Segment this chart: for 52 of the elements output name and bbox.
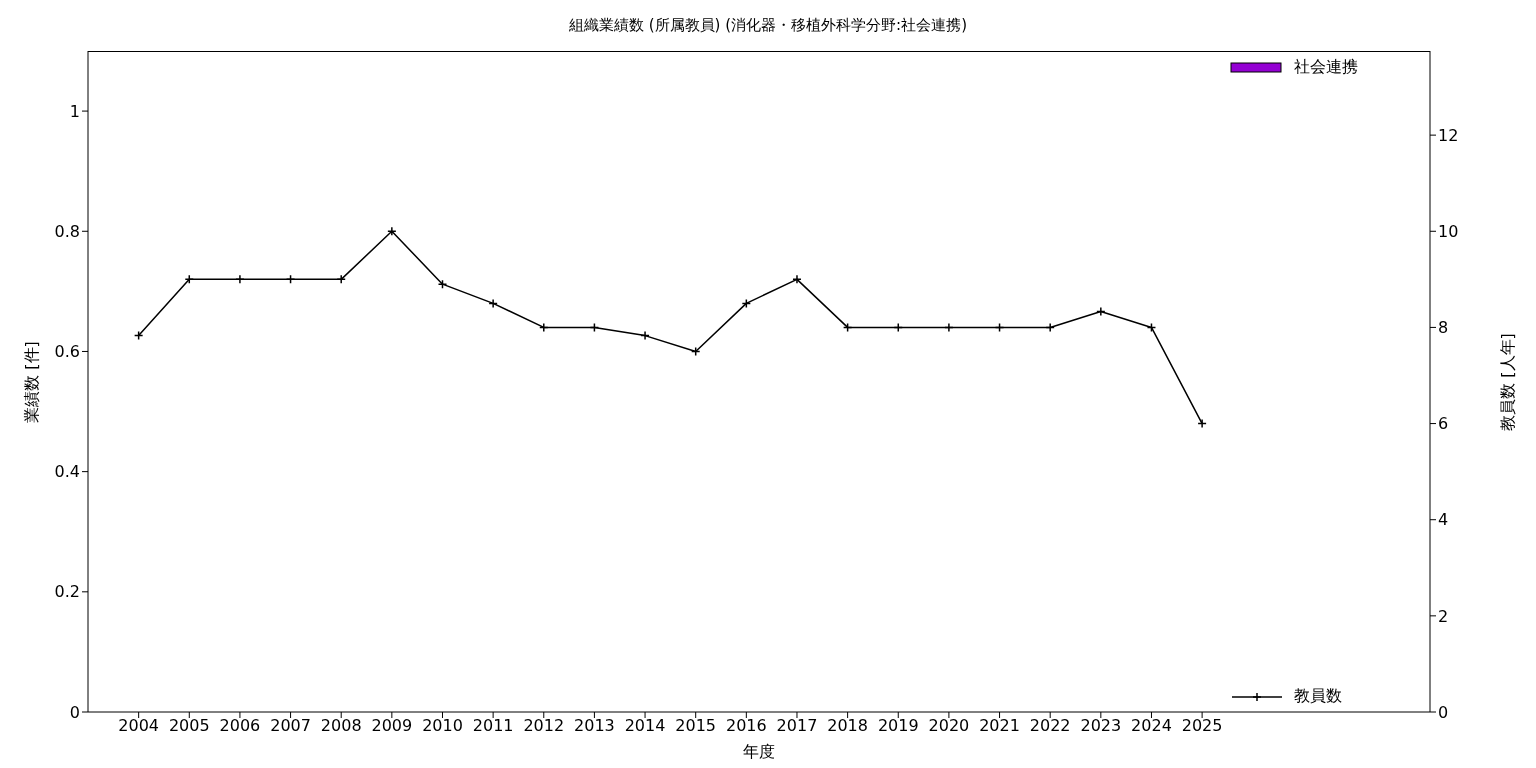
x-tick-label: 2012 [523, 716, 565, 736]
x-tick-label: 2015 [675, 716, 717, 736]
y-tick-label: 1 [69, 101, 80, 121]
point [437, 279, 448, 289]
point [539, 322, 549, 333]
y2-tick-label: 8 [1438, 318, 1449, 338]
x-tick-label: 2018 [827, 716, 868, 736]
x-tick-label: 2019 [877, 716, 919, 736]
point [640, 330, 650, 341]
x-tick-label: 2004 [118, 716, 159, 736]
x-tick-label: 2021 [979, 716, 1020, 736]
point [792, 274, 802, 285]
x-tick-label: 2005 [168, 716, 210, 736]
x-tick-label: 2007 [270, 716, 311, 736]
x-tick-label: 2016 [725, 716, 767, 736]
y-tick-label: 0.6 [54, 342, 80, 362]
y2-axis-title: 教員数 [人年] [1497, 332, 1518, 431]
point [1197, 418, 1207, 429]
point [1045, 322, 1055, 333]
y-tick-label: 0.2 [54, 582, 80, 602]
point [387, 226, 397, 237]
y-tick-label: 0.4 [54, 462, 80, 482]
legend-label: 教員数 [1294, 686, 1342, 707]
x-tick-label: 2011 [472, 716, 514, 736]
x-tick-label: 2022 [1029, 716, 1071, 736]
x-axis-title: 年度 [742, 742, 776, 763]
x-tick-label: 2024 [1131, 716, 1172, 736]
x-tick-label: 2010 [422, 716, 463, 736]
y2-tick-label: 10 [1438, 221, 1459, 241]
x-tick-label: 2009 [371, 716, 413, 736]
y2-tick-label: 2 [1438, 606, 1449, 626]
x-tick-label: 2014 [624, 716, 666, 736]
x-tick-label: 2013 [574, 716, 615, 736]
point [1096, 306, 1106, 317]
chart-title: 組織業績数 (所属教員) (消化器・移植外科学分野:社会連携) [568, 16, 968, 35]
y-tick-label: 0 [69, 702, 80, 722]
x-tick-label: 2020 [928, 716, 970, 736]
x-tick-label: 2025 [1181, 716, 1223, 736]
y2-tick-label: 6 [1438, 414, 1449, 434]
point [336, 274, 346, 285]
y2-tick-label: 0 [1438, 702, 1449, 722]
y-tick-label: 0.8 [54, 221, 80, 241]
x-tick-label: 2006 [219, 716, 261, 736]
point [488, 298, 498, 309]
point [944, 322, 954, 333]
y-axis-title: 業績数 [件] [22, 340, 42, 423]
y2-tick-label: 12 [1438, 125, 1459, 145]
x-tick-label: 2017 [776, 716, 818, 736]
legend-label: 社会連携 [1294, 57, 1358, 78]
x-tick-label: 2008 [320, 716, 362, 736]
y2-tick-label: 4 [1438, 510, 1449, 530]
x-tick-label: 2023 [1080, 716, 1122, 736]
